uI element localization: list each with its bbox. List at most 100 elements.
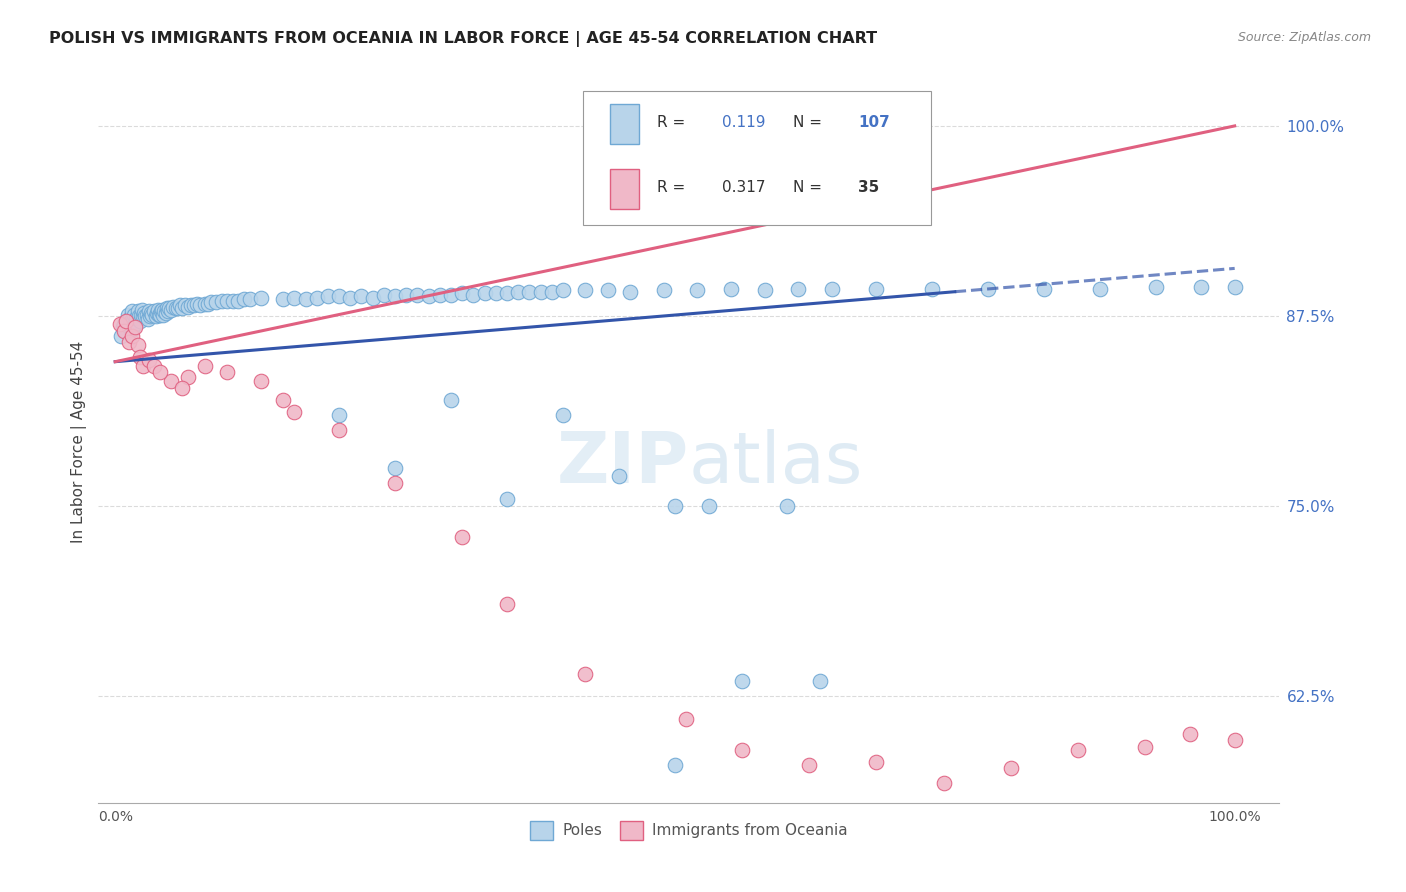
Point xyxy=(200,295,222,310)
Point xyxy=(121,323,143,337)
Point xyxy=(283,405,305,419)
Point xyxy=(1090,282,1112,296)
Point xyxy=(328,408,350,422)
Point xyxy=(440,392,463,407)
Point xyxy=(440,287,463,301)
Point xyxy=(463,287,485,301)
Point xyxy=(217,365,239,379)
Point xyxy=(496,491,519,506)
Point xyxy=(112,319,135,334)
Point xyxy=(132,309,155,323)
Point xyxy=(675,712,697,726)
Point xyxy=(194,359,217,374)
Point xyxy=(384,476,406,491)
Point xyxy=(117,319,139,334)
Point xyxy=(271,293,294,307)
Point xyxy=(197,297,219,311)
Point xyxy=(139,306,162,320)
Point xyxy=(120,313,142,327)
Point xyxy=(128,350,150,364)
Point xyxy=(238,293,260,307)
Point xyxy=(451,530,474,544)
Point xyxy=(121,328,143,343)
Text: 0.119: 0.119 xyxy=(723,115,765,129)
Point xyxy=(429,287,451,301)
Text: R =: R = xyxy=(657,115,690,129)
Point xyxy=(664,757,686,772)
Point xyxy=(211,293,233,308)
Point xyxy=(474,286,496,301)
Point xyxy=(596,283,619,297)
Point xyxy=(530,285,553,299)
Point xyxy=(720,282,742,296)
Point xyxy=(271,392,294,407)
Point xyxy=(172,380,194,394)
Point xyxy=(145,306,167,320)
Point xyxy=(138,353,160,368)
Point xyxy=(124,319,146,334)
Point xyxy=(125,310,148,325)
Point xyxy=(921,282,943,296)
Point xyxy=(1223,733,1246,747)
Point xyxy=(731,674,754,689)
Point xyxy=(496,597,519,611)
Point xyxy=(148,308,170,322)
Point xyxy=(305,291,328,305)
Point xyxy=(117,334,139,349)
Point xyxy=(664,499,686,513)
Point xyxy=(508,285,530,299)
Text: 35: 35 xyxy=(858,179,879,194)
Point xyxy=(188,298,211,312)
Point xyxy=(180,298,202,312)
Point xyxy=(135,308,157,322)
Point xyxy=(134,309,156,323)
Point xyxy=(112,324,135,338)
Point xyxy=(205,295,228,310)
Text: N =: N = xyxy=(793,179,827,194)
Point xyxy=(1033,282,1056,296)
Point xyxy=(418,289,440,303)
Point xyxy=(821,282,844,296)
Text: POLISH VS IMMIGRANTS FROM OCEANIA IN LABOR FORCE | AGE 45-54 CORRELATION CHART: POLISH VS IMMIGRANTS FROM OCEANIA IN LAB… xyxy=(49,31,877,47)
Point xyxy=(228,293,250,308)
Point xyxy=(1223,280,1246,294)
Point xyxy=(134,306,156,320)
Point xyxy=(350,289,373,303)
Point xyxy=(131,302,153,317)
Point xyxy=(129,308,152,322)
Point xyxy=(155,306,177,320)
Point xyxy=(932,776,955,790)
Point xyxy=(294,293,316,307)
Point xyxy=(406,287,429,301)
Point xyxy=(222,293,245,308)
Point xyxy=(194,297,217,311)
Point xyxy=(384,461,406,475)
Point xyxy=(150,304,173,318)
Point xyxy=(157,301,180,316)
Point xyxy=(141,308,163,322)
Point xyxy=(519,285,541,299)
Point xyxy=(127,304,149,318)
Point xyxy=(118,310,141,325)
Bar xyxy=(610,104,640,144)
Point xyxy=(551,283,574,297)
Point xyxy=(143,359,166,374)
Point xyxy=(127,338,149,352)
Point xyxy=(128,313,150,327)
Point xyxy=(122,313,145,327)
Point xyxy=(173,298,195,312)
Text: Source: ZipAtlas.com: Source: ZipAtlas.com xyxy=(1237,31,1371,45)
Point xyxy=(112,317,135,331)
Text: 107: 107 xyxy=(858,115,890,129)
Point xyxy=(1178,727,1201,741)
Point xyxy=(574,283,596,297)
Point xyxy=(1144,280,1167,294)
Point xyxy=(652,283,675,297)
Point xyxy=(619,285,641,299)
Point xyxy=(787,282,810,296)
Point xyxy=(110,328,132,343)
Point xyxy=(249,291,271,305)
Point xyxy=(172,301,194,316)
Point xyxy=(115,313,138,327)
Point xyxy=(810,674,832,689)
